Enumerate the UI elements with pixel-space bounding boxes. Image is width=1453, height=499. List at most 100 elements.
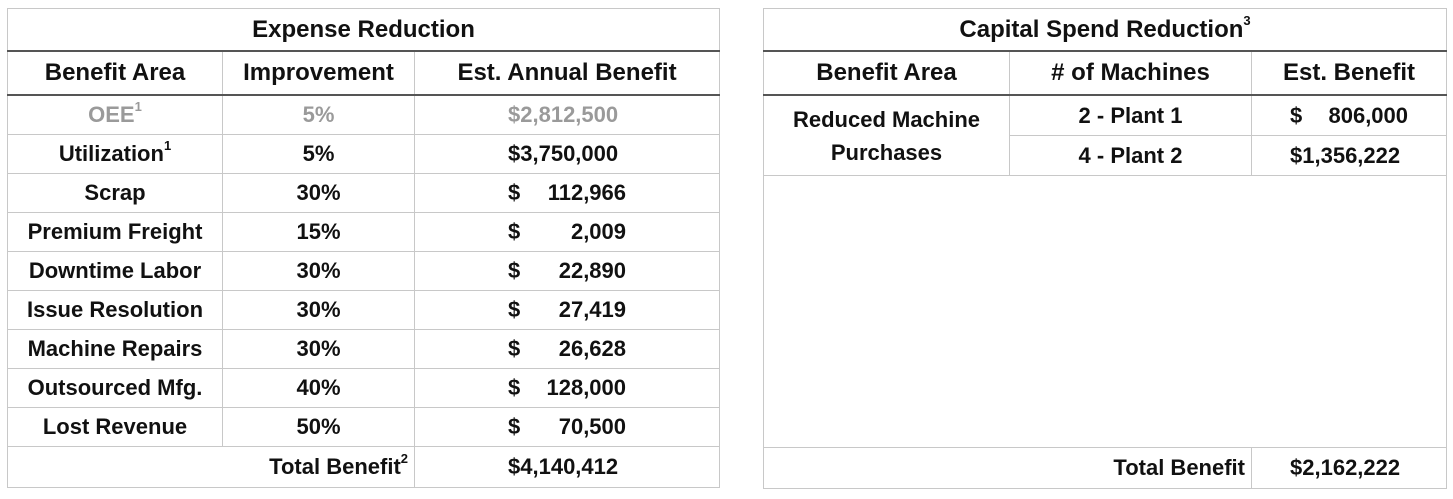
capital-benefit-amount: 806,000	[1328, 102, 1409, 128]
table-row: OEE1 5% $2,812,500	[7, 94, 721, 135]
annual-benefit-value: $2,009	[508, 219, 626, 245]
table-row: Outsourced Mfg. 40% $128,000	[7, 368, 721, 408]
benefit-area: Issue Resolution	[26, 297, 204, 322]
expense-reduction-table: Expense Reduction Benefit Area Improveme…	[6, 8, 721, 488]
annual-benefit-amount: 112,966	[547, 180, 627, 205]
table-row: Utilization1 5% $3,750,000	[7, 134, 721, 174]
expense-table-title: Expense Reduction	[6, 8, 721, 52]
improvement-cell: 15%	[222, 212, 415, 252]
benefit-area: Outsourced Mfg.	[27, 375, 203, 400]
capital-benefit-value: $ 806,000	[1290, 103, 1408, 129]
benefit-area-cell: Downtime Labor	[7, 251, 223, 291]
benefit-area: Utilization	[58, 141, 164, 166]
annual-benefit-cell: $2,812,500	[413, 94, 721, 135]
annual-benefit-amount: 27,419	[558, 297, 627, 322]
table-row: Issue Resolution 30% $27,419	[7, 290, 721, 330]
annual-benefit-cell: $22,890	[413, 251, 721, 291]
table-row: Premium Freight 15% $2,009	[7, 212, 721, 252]
header-improvement: Improvement	[222, 50, 415, 96]
expense-total-value-cell: $4,140,412	[413, 446, 721, 488]
benefit-area-cell: Outsourced Mfg.	[7, 368, 223, 408]
capital-spend-reduction-table: Capital Spend Reduction3 Benefit Area # …	[762, 8, 1448, 489]
table-row: Machine Repairs 30% $26,628	[7, 329, 721, 369]
currency-symbol: $	[508, 297, 521, 322]
benefit-area: Lost Revenue	[42, 414, 188, 439]
capital-benefit-value: $1,356,222	[1290, 142, 1401, 168]
improvement-cell: 30%	[222, 290, 415, 330]
benefit-area-cell: Premium Freight	[7, 212, 223, 252]
benefit-area-cell: Machine Repairs	[7, 329, 223, 369]
footnote-marker: 2	[400, 450, 408, 466]
improvement-cell: 30%	[222, 173, 415, 213]
capital-total-value: $2,162,222	[1290, 455, 1401, 480]
header-est-benefit: Est. Benefit	[1250, 50, 1448, 96]
annual-benefit-value: $128,000	[508, 375, 626, 401]
annual-benefit-cell: $2,009	[413, 212, 721, 252]
capital-benefit-area-cell: Reduced Machine Purchases	[763, 94, 1010, 176]
footnote-marker: 1	[134, 98, 142, 114]
benefit-area-cell: Lost Revenue	[7, 407, 223, 447]
capital-benefit-cell: $1,356,222	[1250, 135, 1448, 176]
benefit-area: OEE	[88, 102, 135, 127]
annual-benefit-value: $2,812,500	[508, 102, 619, 127]
expense-total-label-cell: Total Benefit2	[7, 446, 415, 488]
annual-benefit-cell: $128,000	[413, 368, 721, 408]
currency-symbol: $	[508, 219, 521, 244]
currency-symbol: $	[508, 375, 521, 400]
annual-benefit-value: $112,966	[508, 180, 626, 206]
capital-area-line-1: Reduced Machine	[792, 106, 981, 132]
annual-benefit-cell: $27,419	[413, 290, 721, 330]
table-row: Downtime Labor 30% $22,890	[7, 251, 721, 291]
annual-benefit-cell: $26,628	[413, 329, 721, 369]
currency-symbol: $	[508, 258, 521, 283]
capital-benefit-cell: $ 806,000	[1250, 94, 1448, 136]
annual-benefit-cell: $3,750,000	[413, 134, 721, 174]
benefit-area-cell: Issue Resolution	[7, 290, 223, 330]
annual-benefit-cell: $70,500	[413, 407, 721, 447]
improvement-cell: 30%	[222, 329, 415, 369]
capital-table-title-cell: Capital Spend Reduction3	[762, 8, 1448, 52]
benefit-area: Machine Repairs	[27, 336, 203, 361]
table-row: Lost Revenue 50% $70,500	[7, 407, 721, 447]
benefit-area-cell: Scrap	[7, 173, 223, 213]
header-benefit-area: Benefit Area	[7, 50, 223, 96]
capital-area-line-2: Purchases	[830, 139, 943, 165]
benefit-area: Premium Freight	[27, 219, 203, 244]
benefit-area: Downtime Labor	[28, 258, 202, 283]
capital-table-title: Capital Spend Reduction	[959, 15, 1244, 43]
footnote-marker: 3	[1243, 12, 1251, 28]
capital-total-label: Total Benefit	[763, 447, 1252, 489]
improvement-cell: 50%	[222, 407, 415, 447]
annual-benefit-value: $27,419	[508, 297, 626, 323]
capital-machines-cell: 2 - Plant 1	[1009, 94, 1252, 136]
table-row: Scrap 30% $112,966	[7, 173, 721, 213]
capital-total-value-cell: $2,162,222	[1250, 447, 1448, 489]
expense-total-label: Total Benefit	[269, 454, 401, 479]
capital-machines-cell: 4 - Plant 2	[1009, 135, 1252, 176]
currency-symbol: $	[508, 336, 521, 361]
improvement-cell: 30%	[222, 251, 415, 291]
header-benefit-area: Benefit Area	[763, 50, 1010, 96]
footnote-marker: 1	[163, 137, 172, 153]
currency-symbol: $	[508, 180, 521, 205]
header-number-of-machines: # of Machines	[1009, 50, 1252, 96]
annual-benefit-cell: $112,966	[413, 173, 721, 213]
improvement-cell: 5%	[222, 134, 415, 174]
annual-benefit-amount: 128,000	[546, 375, 627, 400]
benefit-area-cell: Utilization1	[7, 134, 223, 174]
improvement-cell: 40%	[222, 368, 415, 408]
currency-symbol: $	[508, 414, 521, 439]
currency-symbol: $	[1290, 102, 1303, 128]
annual-benefit-value: $70,500	[508, 414, 626, 440]
benefit-area-cell: OEE1	[7, 94, 223, 135]
header-est-annual-benefit: Est. Annual Benefit	[413, 50, 721, 96]
annual-benefit-amount: 2,009	[570, 219, 627, 244]
expense-total-value: $4,140,412	[508, 454, 619, 479]
improvement-cell: 5%	[222, 94, 415, 135]
annual-benefit-amount: 70,500	[558, 414, 627, 439]
annual-benefit-value: $26,628	[508, 336, 626, 362]
annual-benefit-value: $3,750,000	[508, 141, 619, 166]
annual-benefit-amount: 22,890	[558, 258, 627, 283]
annual-benefit-amount: 26,628	[558, 336, 627, 361]
benefit-area: Scrap	[84, 180, 146, 205]
